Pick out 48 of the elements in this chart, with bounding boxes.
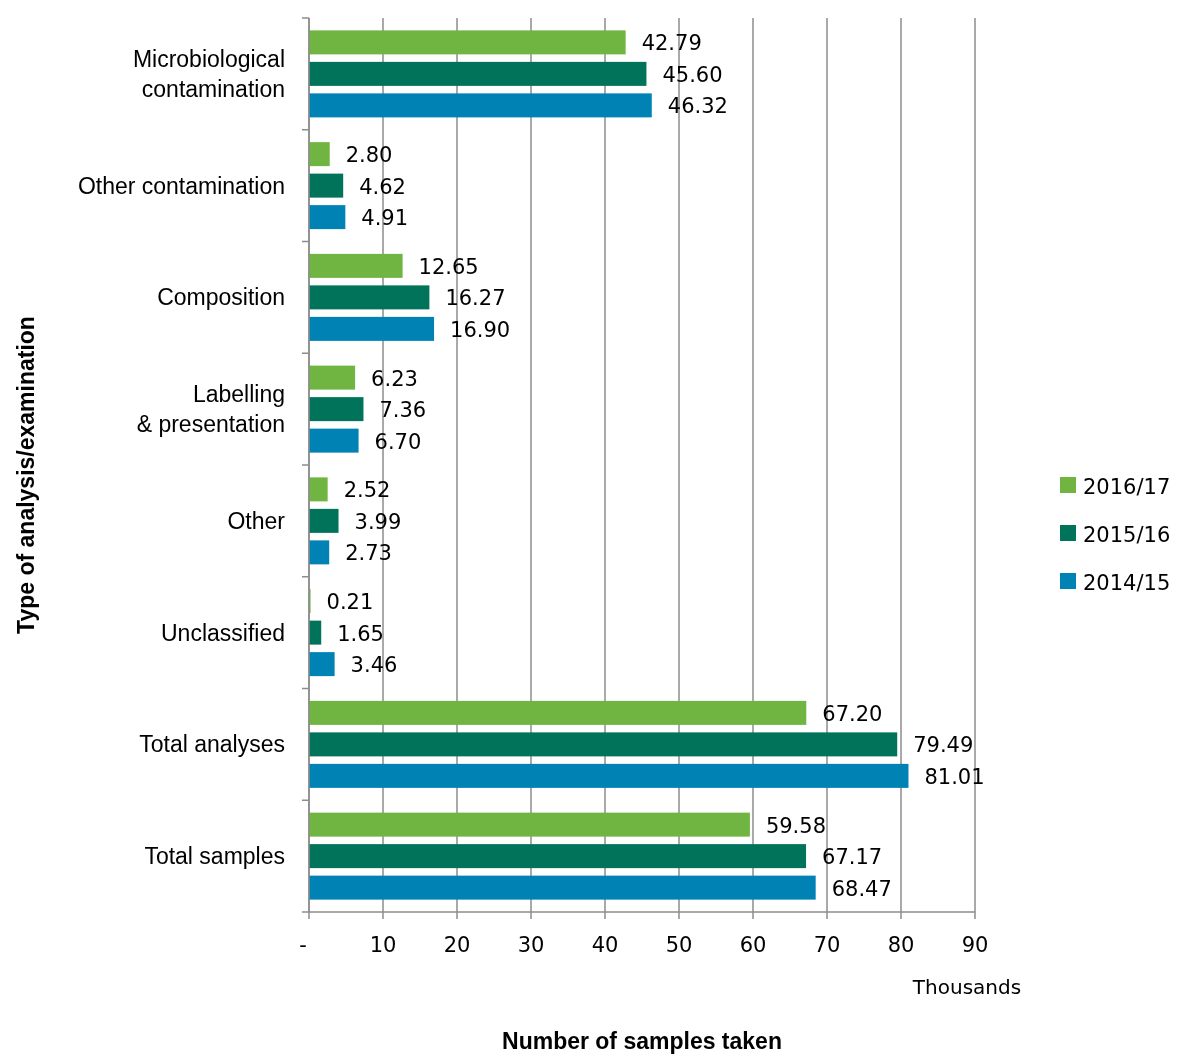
- text: 2.73: [345, 541, 392, 566]
- y-tick-label: Total samples: [144, 843, 285, 870]
- x-tick-label: -: [299, 933, 307, 957]
- text: 45.60: [662, 62, 723, 87]
- text: 79.49: [913, 733, 974, 758]
- x-tick-label: 40: [591, 933, 619, 957]
- text: 16.27: [445, 286, 506, 311]
- y-tick-label: Unclassified: [161, 619, 285, 646]
- text: 67.17: [822, 845, 883, 870]
- y-tick-label: Other contamination: [77, 172, 285, 199]
- text: 1.65: [337, 621, 384, 646]
- text: 59.58: [765, 813, 827, 838]
- x-tick-label: 20: [443, 933, 471, 957]
- y-tick-label: Total analyses: [139, 731, 285, 758]
- y-tick-label: Labelling & presentation: [136, 381, 285, 438]
- x-tick-label: 30: [517, 933, 545, 957]
- legend-label: 2015/16: [1083, 523, 1171, 547]
- text: 3.46: [350, 653, 398, 678]
- x-tick-label: 90: [961, 933, 989, 957]
- text: 42.79: [641, 31, 702, 56]
- y-tick-label: Composition: [157, 284, 285, 311]
- text: 4.62: [359, 174, 406, 199]
- y-axis-title: Type of analysis/examination: [13, 316, 39, 634]
- text: 2.80: [345, 143, 393, 168]
- text: 67.20: [822, 701, 883, 726]
- text: 7.36: [379, 398, 427, 423]
- text: 4.91: [361, 206, 409, 231]
- y-tick-label: Other: [227, 507, 286, 534]
- x-tick-label: 60: [739, 933, 767, 957]
- x-tick-label: 50: [665, 933, 693, 957]
- text: 6.23: [371, 366, 418, 391]
- text: 2.52: [343, 478, 391, 503]
- text: 68.47: [831, 876, 892, 901]
- y-tick-label: Microbiological contamination: [132, 45, 285, 102]
- text: Thousands: [911, 975, 1022, 999]
- x-tick-label: 70: [813, 933, 841, 957]
- x-tick-label: 80: [887, 933, 915, 957]
- x-axis-title: Number of samples taken: [502, 1028, 782, 1054]
- x-tick-label: 10: [369, 933, 397, 957]
- text: 3.99: [354, 509, 402, 534]
- legend-label: 2014/15: [1083, 571, 1171, 595]
- text: 81.01: [924, 764, 985, 789]
- text: 12.65: [418, 254, 479, 279]
- text: 6.70: [374, 429, 422, 454]
- text: 0.21: [326, 590, 374, 615]
- legend-label: 2016/17: [1083, 475, 1171, 499]
- text: 46.32: [667, 94, 728, 119]
- text: 16.90: [450, 317, 511, 342]
